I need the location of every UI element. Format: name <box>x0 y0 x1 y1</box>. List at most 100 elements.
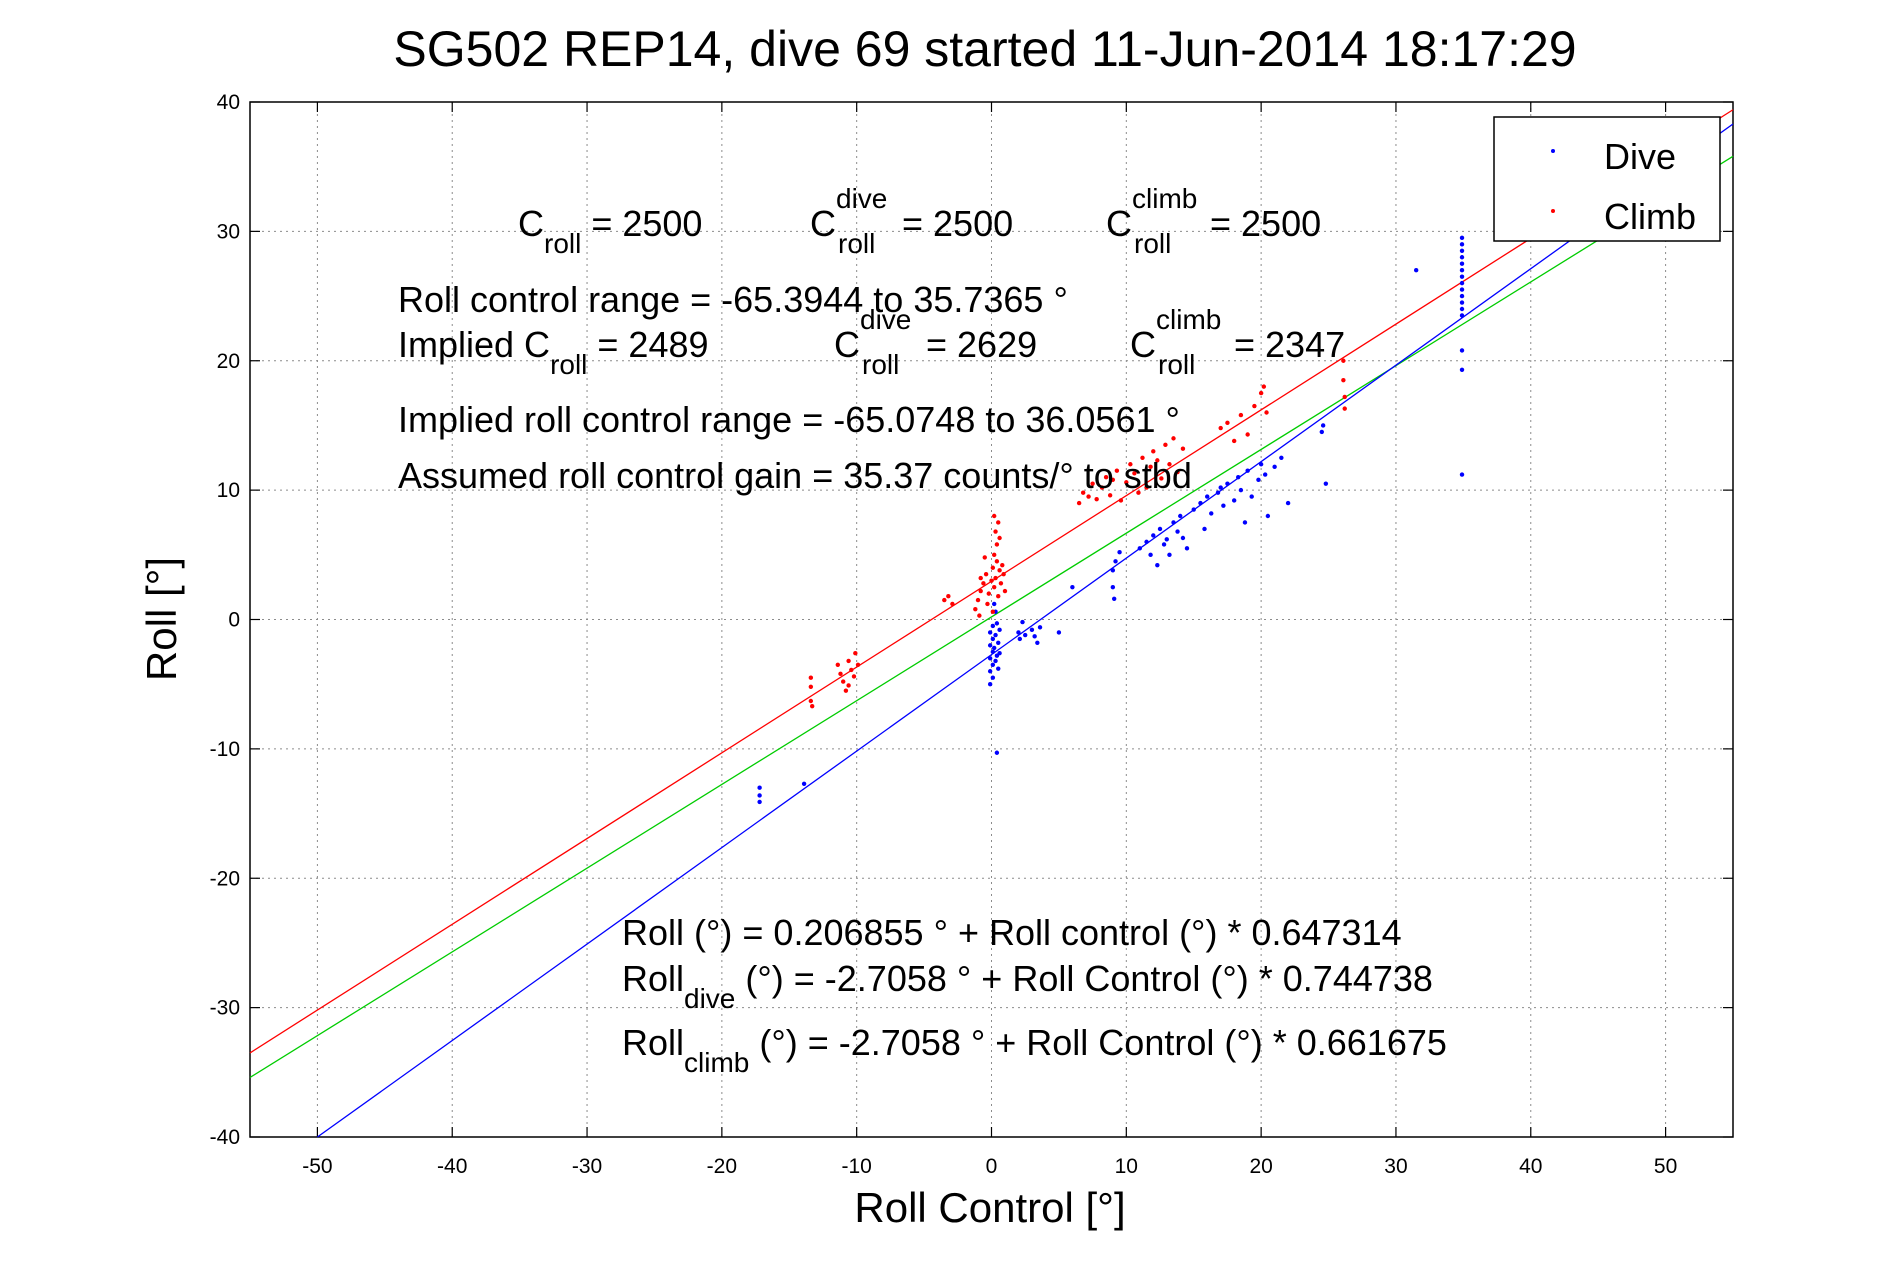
data-point <box>981 581 986 586</box>
data-point <box>1218 425 1223 431</box>
data-point <box>990 636 996 642</box>
data-point <box>1258 390 1264 396</box>
data-point <box>991 584 997 590</box>
data-point <box>1128 462 1133 467</box>
data-point <box>1111 596 1117 601</box>
data-point <box>1198 500 1203 506</box>
annotation-c-roll-dive-value: = 2500 <box>902 203 1013 244</box>
data-point <box>1157 526 1163 532</box>
data-point <box>1459 267 1465 273</box>
data-point <box>1252 403 1257 409</box>
annotations: Croll = 2500 Cdive roll = 2500 Cclimb ro… <box>398 183 1447 1078</box>
annotation-c-roll: Croll = 2500 <box>518 203 702 259</box>
data-point <box>1262 472 1268 477</box>
data-point <box>1459 306 1465 312</box>
y-tick-label: 30 <box>217 220 240 243</box>
data-point <box>757 785 762 790</box>
data-point <box>1020 619 1025 625</box>
data-point <box>1103 474 1109 480</box>
legend-box <box>1493 116 1721 242</box>
annotation-implied-climb-sub: roll <box>1158 349 1195 380</box>
data-point <box>1184 546 1190 551</box>
data-point <box>985 601 990 607</box>
annotation-c-roll-climb-value: = 2500 <box>1210 203 1321 244</box>
data-point <box>1110 584 1116 590</box>
annotation-implied-dive: Cdive <box>834 304 911 365</box>
data-point <box>994 621 1000 626</box>
data-point <box>990 609 996 614</box>
data-point <box>1236 474 1241 480</box>
data-point <box>1341 358 1346 363</box>
data-point <box>1035 640 1040 645</box>
x-tick-label: 20 <box>1249 1155 1272 1178</box>
data-point <box>1144 485 1149 490</box>
x-tick-label: -20 <box>707 1155 737 1178</box>
data-point <box>1341 377 1346 383</box>
data-point <box>1151 533 1156 538</box>
data-point <box>1090 481 1095 486</box>
annotation-implied-c-roll: Implied Croll = 2489 <box>398 324 709 380</box>
data-point <box>1242 520 1248 525</box>
data-point <box>1144 539 1149 545</box>
data-point <box>993 575 998 581</box>
data-point <box>983 572 989 577</box>
data-point <box>986 591 992 596</box>
data-point <box>1175 529 1180 534</box>
data-point <box>993 658 998 664</box>
data-point <box>1132 471 1137 476</box>
data-point <box>1459 300 1465 305</box>
data-point <box>987 656 993 661</box>
data-point <box>1261 384 1267 389</box>
data-point <box>1151 449 1156 454</box>
data-point <box>996 640 1001 645</box>
data-point <box>808 684 814 689</box>
legend-climb-label: Climb <box>1604 196 1696 237</box>
data-point <box>1215 490 1221 495</box>
data-point <box>809 703 815 709</box>
data-point <box>1191 507 1196 512</box>
x-tick-label: -10 <box>842 1155 872 1178</box>
data-point <box>1231 498 1237 503</box>
data-point <box>1124 480 1129 485</box>
data-point <box>1202 526 1207 532</box>
data-point <box>1459 313 1465 318</box>
data-point <box>991 552 997 558</box>
data-point <box>1167 462 1172 467</box>
data-point <box>1249 494 1254 499</box>
data-point <box>978 575 983 581</box>
annotation-gain: Assumed roll control gain = 35.37 counts… <box>398 455 1192 496</box>
fit-line <box>317 123 1734 1138</box>
y-tick-label: 40 <box>217 91 240 114</box>
y-tick-label: -20 <box>210 867 240 890</box>
data-point <box>1459 472 1465 477</box>
data-point <box>1117 550 1122 555</box>
data-point <box>1094 496 1099 502</box>
data-point <box>1056 630 1062 635</box>
data-point <box>801 781 807 787</box>
data-point <box>996 666 1001 671</box>
annotation-c-roll-climb: Cclimb <box>1106 183 1197 244</box>
data-point <box>987 681 993 687</box>
data-point <box>1225 481 1230 486</box>
data-point <box>993 529 998 534</box>
data-point <box>846 683 851 688</box>
annotation-implied-dive-sub: roll <box>862 349 899 380</box>
data-point <box>1256 477 1261 482</box>
annotation-implied-range: Implied roll control range = -65.0748 to… <box>398 399 1180 440</box>
data-point <box>994 542 1000 547</box>
data-point <box>1245 468 1250 473</box>
data-point <box>1148 552 1153 558</box>
data-point <box>973 606 978 612</box>
data-point <box>991 513 997 519</box>
data-point <box>1148 464 1153 470</box>
data-point <box>950 601 955 607</box>
data-point <box>1029 627 1035 633</box>
data-point <box>1323 481 1329 486</box>
x-tick-label: 30 <box>1384 1155 1407 1178</box>
data-point <box>1342 406 1347 411</box>
data-point <box>1205 494 1210 499</box>
x-axis-label: Roll Control [°] <box>854 1184 1125 1231</box>
x-tick-label: 10 <box>1115 1155 1138 1178</box>
data-point <box>808 698 814 704</box>
data-point <box>1459 248 1465 253</box>
